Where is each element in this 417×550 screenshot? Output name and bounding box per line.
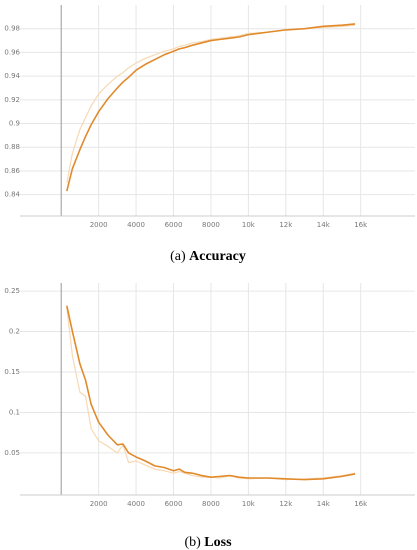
y-tick-label: 0.92 — [4, 96, 20, 104]
y-tick-label: 0.88 — [4, 143, 20, 151]
x-tick-label: 10k — [242, 500, 256, 508]
y-tick-label: 0.84 — [4, 191, 20, 199]
y-tick-label: 0.2 — [9, 328, 20, 336]
caption: (a) Accuracy — [170, 249, 246, 264]
x-tick-label: 8000 — [202, 500, 220, 508]
x-tick-label: 16k — [354, 500, 368, 508]
y-tick-label: 0.94 — [4, 72, 20, 80]
x-tick-label: 2000 — [90, 500, 108, 508]
x-tick-label: 14k — [317, 221, 331, 229]
y-tick-label: 0.9 — [9, 120, 20, 128]
y-tick-label: 0.1 — [9, 408, 20, 416]
x-tick-label: 12k — [279, 500, 293, 508]
y-tick-label: 0.15 — [4, 368, 20, 376]
x-tick-label: 4000 — [127, 221, 145, 229]
caption-text: Accuracy — [189, 249, 246, 264]
caption-label: (b) — [184, 535, 201, 550]
y-tick-label: 0.05 — [4, 449, 20, 457]
x-tick-label: 14k — [317, 500, 331, 508]
x-tick-label: 8000 — [202, 221, 220, 229]
x-tick-label: 2000 — [90, 221, 108, 229]
y-tick-label: 0.25 — [4, 287, 20, 295]
y-tick-label: 0.98 — [4, 25, 20, 33]
line — [66, 305, 356, 481]
caption-text: Loss — [204, 535, 232, 550]
line — [66, 23, 356, 192]
y-tick-label: 0.96 — [4, 48, 20, 56]
x-tick-label: 12k — [279, 221, 293, 229]
x-tick-label: 6000 — [165, 221, 183, 229]
x-tick-label: 6000 — [165, 500, 183, 508]
x-tick-label: 4000 — [127, 500, 145, 508]
x-tick-label: 16k — [354, 221, 368, 229]
x-tick-label: 10k — [242, 221, 256, 229]
caption-label: (a) — [170, 249, 186, 264]
y-tick-label: 0.86 — [4, 167, 20, 175]
caption: (b) Loss — [184, 535, 232, 550]
